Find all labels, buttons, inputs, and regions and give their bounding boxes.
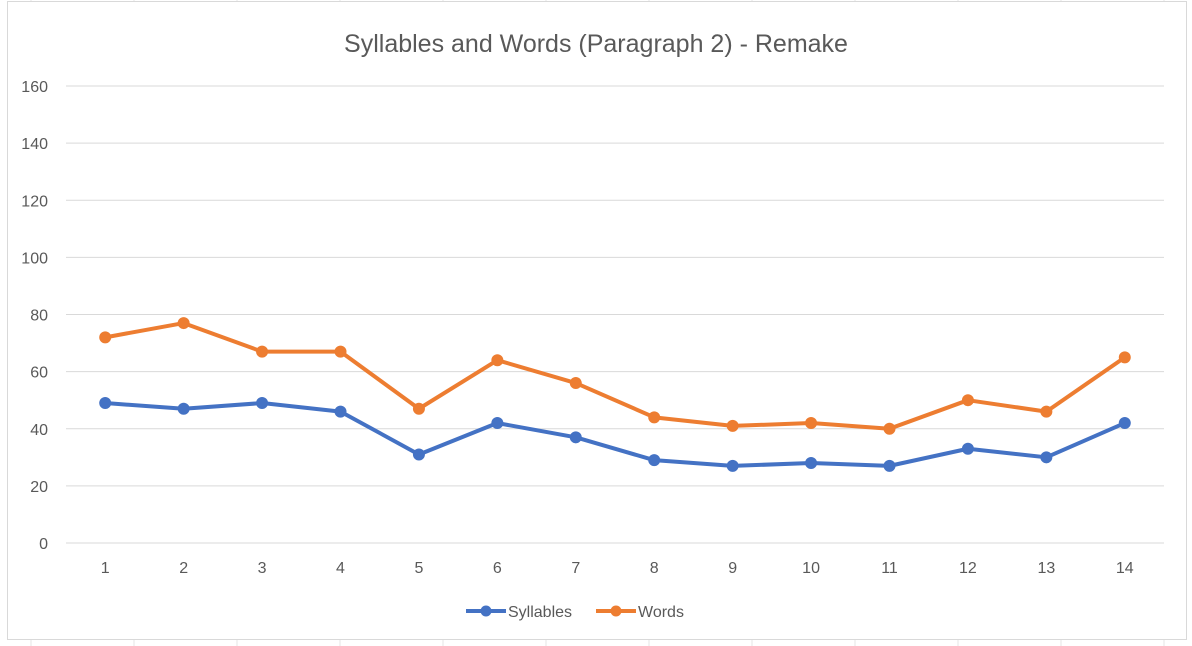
data-point-syllables[interactable] (1118, 417, 1131, 430)
series-line-syllables (103, 401, 1127, 468)
chart-title: Syllables and Words (Paragraph 2) - Rema… (344, 30, 848, 58)
data-point-words[interactable] (961, 394, 974, 407)
y-tick-label: 160 (21, 79, 48, 96)
data-point-syllables[interactable] (256, 397, 269, 410)
data-point-words[interactable] (491, 354, 504, 367)
data-point-syllables[interactable] (99, 397, 112, 410)
legend-label: Syllables (508, 604, 572, 621)
legend-item-words[interactable]: Words (596, 604, 684, 621)
x-tick-label: 9 (728, 560, 737, 577)
legend-item-syllables[interactable]: Syllables (466, 604, 572, 621)
x-tick-label: 3 (258, 560, 267, 577)
data-point-words[interactable] (883, 422, 896, 435)
y-tick-label: 100 (21, 250, 48, 267)
data-point-words[interactable] (805, 417, 818, 430)
y-tick-label: 0 (39, 536, 48, 553)
series-words[interactable] (99, 317, 1131, 435)
data-point-words[interactable] (1040, 405, 1053, 418)
x-tick-label: 8 (650, 560, 659, 577)
data-point-words[interactable] (726, 419, 739, 432)
x-tick-label: 2 (179, 560, 188, 577)
data-point-words[interactable] (334, 345, 347, 358)
chart-area[interactable]: Syllables and Words (Paragraph 2) - Rema… (7, 1, 1187, 640)
legend[interactable]: Syllables Words (466, 604, 684, 621)
x-tick-label: 12 (959, 560, 977, 577)
data-point-syllables[interactable] (334, 405, 347, 418)
legend-swatch-marker (480, 605, 492, 617)
x-tick-label: 6 (493, 560, 502, 577)
data-point-syllables[interactable] (177, 402, 190, 415)
x-tick-label: 7 (571, 560, 580, 577)
series-syllables[interactable] (99, 397, 1131, 472)
x-tick-label: 11 (881, 560, 898, 577)
data-point-words[interactable] (1118, 351, 1131, 364)
line-chart: Syllables and Words (Paragraph 2) - Rema… (21, 30, 1164, 621)
data-point-syllables[interactable] (412, 448, 425, 461)
data-point-syllables[interactable] (1040, 451, 1053, 464)
data-point-syllables[interactable] (569, 431, 582, 444)
data-point-words[interactable] (99, 331, 112, 344)
x-tick-label: 13 (1037, 560, 1055, 577)
data-point-words[interactable] (569, 377, 582, 390)
x-tick-label: 5 (414, 560, 423, 577)
y-tick-label: 120 (21, 193, 48, 210)
data-point-syllables[interactable] (883, 459, 896, 472)
legend-swatch-marker (610, 605, 622, 617)
series-line-words (103, 321, 1127, 431)
data-point-syllables[interactable] (961, 442, 974, 455)
x-axis-tick-labels: 1 2 3 4 5 6 7 8 9 10 11 12 13 14 (101, 560, 1134, 577)
data-point-words[interactable] (256, 345, 269, 358)
y-tick-label: 80 (30, 308, 48, 325)
data-point-syllables[interactable] (491, 417, 504, 430)
x-tick-label: 10 (802, 560, 820, 577)
x-tick-label: 4 (336, 560, 345, 577)
data-point-words[interactable] (177, 317, 190, 330)
data-point-words[interactable] (648, 411, 661, 424)
y-tick-label: 20 (30, 479, 48, 496)
data-point-syllables[interactable] (726, 459, 739, 472)
series-layer (99, 317, 1131, 472)
data-point-syllables[interactable] (648, 454, 661, 467)
data-point-words[interactable] (412, 402, 425, 415)
y-tick-label: 60 (30, 365, 48, 382)
x-tick-label: 14 (1116, 560, 1134, 577)
y-tick-label: 40 (30, 422, 48, 439)
legend-label: Words (638, 604, 684, 621)
y-tick-label: 140 (21, 136, 48, 153)
data-point-syllables[interactable] (805, 457, 818, 470)
gridlines (66, 85, 1164, 544)
y-axis-tick-labels: 0 20 40 60 80 100 120 140 160 (21, 79, 48, 553)
x-tick-label: 1 (101, 560, 110, 577)
